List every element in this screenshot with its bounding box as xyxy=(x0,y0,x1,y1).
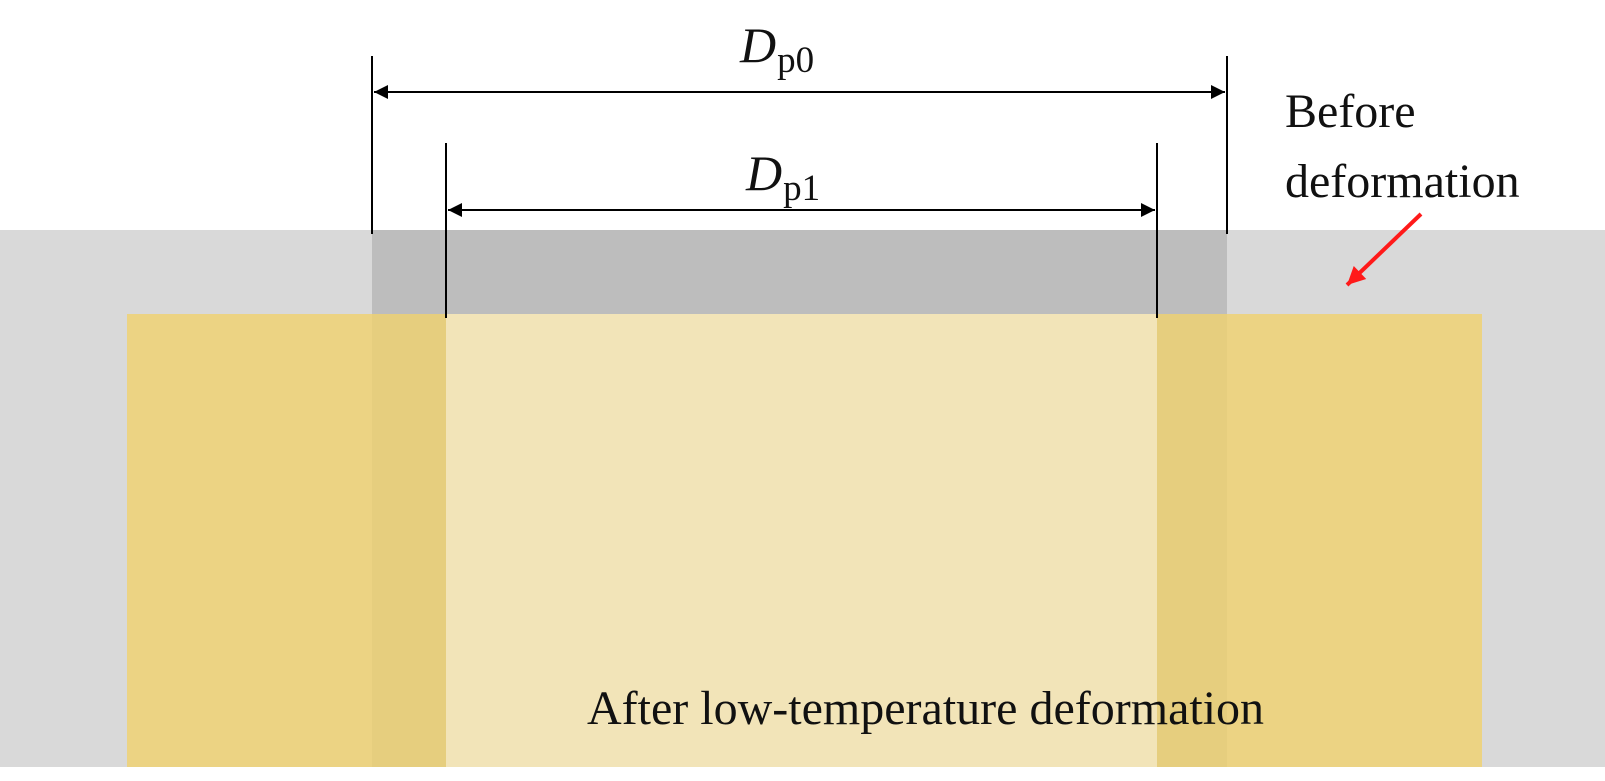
dimension-subscript-outer: p0 xyxy=(777,40,815,81)
dimension-symbol-outer: D xyxy=(740,17,777,73)
before-label-line2: deformation xyxy=(1285,155,1520,208)
after-label: After low-temperature deformation xyxy=(587,682,1265,735)
dimension-label-outer: Dp0 xyxy=(740,17,814,79)
before-pointer-arrow xyxy=(1345,212,1423,287)
dimension-label-inner: Dp1 xyxy=(746,145,820,207)
after-overlap-right xyxy=(1157,314,1227,767)
dimension-symbol-inner: D xyxy=(746,145,783,201)
dimension-subscript-inner: p1 xyxy=(783,168,821,209)
after-shape-left xyxy=(127,314,372,767)
after-overlap-left xyxy=(372,314,446,767)
before-hole-top xyxy=(372,230,1227,314)
after-shape-right xyxy=(1227,314,1482,767)
after-hole xyxy=(446,314,1157,767)
before-label-line1: Before xyxy=(1285,85,1416,138)
